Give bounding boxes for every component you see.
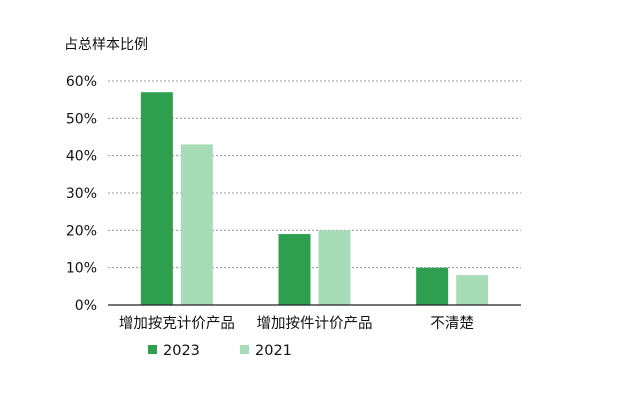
bar-2023-1	[140, 92, 173, 305]
category-label: 增加按克计价产品	[119, 315, 235, 332]
legend-swatch-2021	[240, 345, 249, 354]
bar-2021-2	[318, 230, 351, 305]
y-tick-labels: 0% 10% 20% 30% 40% 50% 60%	[66, 74, 97, 314]
legend-label-2023: 2023	[163, 343, 200, 359]
legend-label-2021: 2021	[255, 343, 292, 359]
legend: 2023 2021	[148, 343, 292, 359]
y-tick-label: 60%	[66, 74, 97, 90]
bar-2021-3	[456, 275, 489, 305]
y-tick-label: 40%	[66, 149, 97, 165]
category-label: 增加按件计价产品	[257, 315, 373, 332]
y-axis-label: 占总样本比例	[64, 37, 148, 53]
bars	[140, 92, 489, 305]
bar-2021-1	[180, 144, 213, 305]
gridlines	[108, 80, 521, 269]
legend-swatch-2023	[148, 345, 157, 354]
y-tick-label: 10%	[66, 261, 97, 277]
x-category-labels: 增加按克计价产品 增加按件计价产品 不清楚	[119, 315, 474, 332]
y-tick-label: 0%	[75, 298, 97, 314]
bar-2023-2	[278, 234, 311, 305]
y-tick-label: 50%	[66, 111, 97, 127]
y-tick-label: 20%	[66, 223, 97, 239]
bar-2023-3	[416, 267, 449, 305]
category-label: 不清楚	[430, 315, 474, 332]
y-tick-label: 30%	[66, 186, 97, 202]
